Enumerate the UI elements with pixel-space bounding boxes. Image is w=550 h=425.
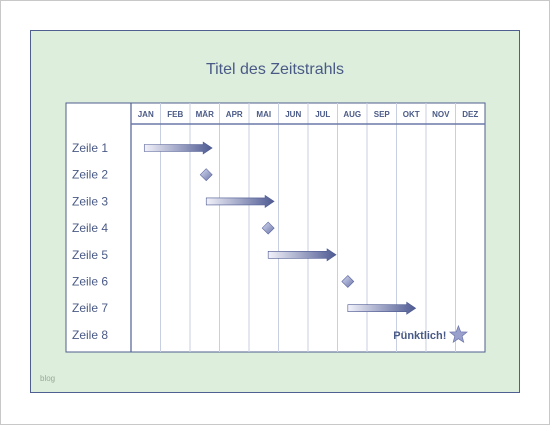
footnote-watermark: blog: [40, 374, 56, 383]
row-label: Zeile 8: [72, 328, 108, 342]
milestone-diamond: [199, 168, 213, 182]
timeline-title: Titel des Zeitstrahls: [205, 61, 345, 78]
duration-arrow: [205, 194, 275, 208]
month-label-mär: MÄR: [196, 110, 214, 119]
timeline-panel: [65, 102, 486, 353]
row-label: Zeile 5: [72, 248, 108, 262]
month-label-aug: AUG: [343, 110, 361, 119]
row-label: Zeile 2: [72, 168, 108, 182]
milestone-diamond: [341, 275, 355, 288]
row-label: Zeile 6: [72, 275, 108, 289]
month-label-feb: FEB: [167, 110, 183, 119]
duration-arrow: [347, 301, 417, 315]
month-label-mai: MAI: [256, 110, 271, 119]
month-label-jul: JUL: [315, 110, 330, 119]
month-label-dez: DEZ: [462, 110, 478, 119]
duration-arrow: [267, 248, 337, 262]
month-label-jun: JUN: [285, 110, 301, 119]
month-label-sep: SEP: [374, 110, 391, 119]
row-label: Zeile 3: [72, 194, 108, 208]
row-label: Zeile 4: [72, 221, 108, 235]
month-label-apr: APR: [226, 110, 243, 119]
month-label-nov: NOV: [432, 110, 450, 119]
row-label: Zeile 1: [72, 141, 108, 155]
milestone-diamond: [261, 221, 275, 235]
row-label: Zeile 7: [72, 301, 108, 315]
milestone-label: Pünktlich!: [393, 330, 446, 342]
month-label-okt: OKT: [403, 110, 420, 119]
month-label-jan: JAN: [138, 110, 154, 119]
duration-arrow: [143, 141, 213, 155]
milestone-star-icon: [448, 324, 468, 344]
